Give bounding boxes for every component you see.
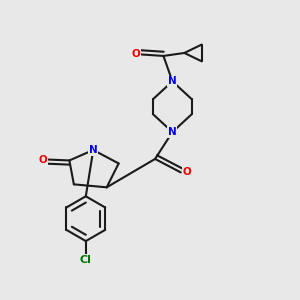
Text: N: N <box>168 127 177 137</box>
Text: N: N <box>168 76 177 86</box>
Text: O: O <box>38 154 47 165</box>
Text: O: O <box>131 50 140 59</box>
Text: N: N <box>89 145 98 155</box>
Text: O: O <box>183 167 192 177</box>
Text: Cl: Cl <box>80 255 92 265</box>
